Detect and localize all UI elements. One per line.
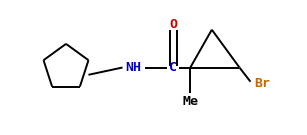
Text: Br: Br (255, 77, 270, 90)
Text: Me: Me (182, 95, 198, 108)
Text: O: O (169, 18, 177, 31)
Text: C: C (169, 61, 177, 74)
Text: NH: NH (126, 61, 142, 74)
